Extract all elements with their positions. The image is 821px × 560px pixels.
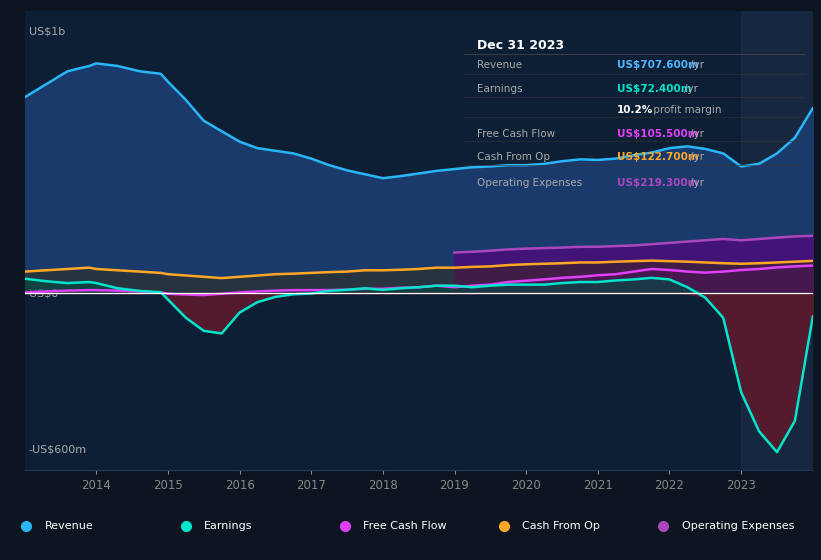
Text: Operating Expenses: Operating Expenses [478, 178, 583, 188]
Bar [741, 11, 813, 470]
Text: US$72.400m: US$72.400m [617, 85, 692, 95]
Text: US$1b: US$1b [29, 27, 65, 37]
Text: Revenue: Revenue [478, 60, 523, 70]
Text: Dec 31 2023: Dec 31 2023 [478, 39, 565, 53]
Text: -US$600m: -US$600m [29, 445, 87, 455]
Text: Earnings: Earnings [478, 85, 523, 95]
Text: 10.2%: 10.2% [617, 105, 654, 115]
Text: US$707.600m: US$707.600m [617, 60, 699, 70]
Text: /yr: /yr [690, 60, 704, 70]
Text: US$105.500m: US$105.500m [617, 129, 699, 138]
Text: US$219.300m: US$219.300m [617, 178, 699, 188]
Text: US$122.700m: US$122.700m [617, 152, 699, 162]
Text: Free Cash Flow: Free Cash Flow [478, 129, 556, 138]
Text: Earnings: Earnings [204, 521, 252, 531]
Text: Free Cash Flow: Free Cash Flow [363, 521, 447, 531]
Text: US$0: US$0 [29, 288, 57, 298]
Text: profit margin: profit margin [650, 105, 722, 115]
Text: Revenue: Revenue [44, 521, 94, 531]
Text: Operating Expenses: Operating Expenses [681, 521, 794, 531]
Text: Cash From Op: Cash From Op [522, 521, 600, 531]
Text: Cash From Op: Cash From Op [478, 152, 551, 162]
Text: /yr: /yr [690, 178, 704, 188]
Text: /yr: /yr [690, 152, 704, 162]
Text: /yr: /yr [690, 129, 704, 138]
Text: /yr: /yr [684, 85, 698, 95]
